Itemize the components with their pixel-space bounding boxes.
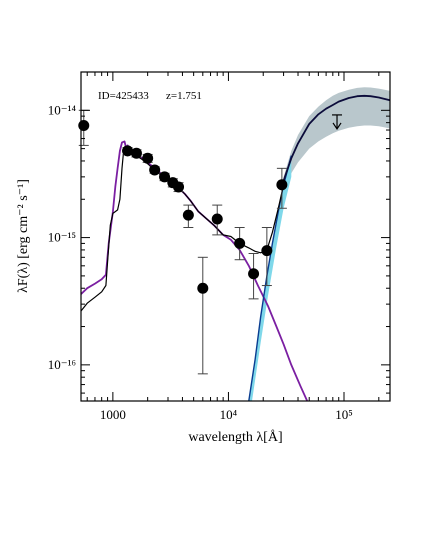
error-bar bbox=[197, 256, 208, 375]
fir-model-line bbox=[282, 94, 391, 181]
axis-ticks bbox=[81, 71, 390, 401]
object-id-label: ID=425433 bbox=[98, 90, 149, 102]
upper-limit-arrow bbox=[332, 114, 343, 131]
data-point bbox=[130, 147, 142, 159]
y-tick-label: 10⁻¹⁶ bbox=[48, 357, 76, 372]
data-point bbox=[173, 181, 185, 193]
upper-limits bbox=[332, 114, 343, 131]
data-point bbox=[142, 152, 154, 164]
data-point bbox=[234, 237, 246, 249]
x-axis-label: wavelength λ[Å] bbox=[188, 429, 282, 445]
y-tick-label: 10⁻¹⁴ bbox=[48, 102, 77, 117]
tick-labels: 1000 10⁴ 10⁵ 10⁻¹⁶ 10⁻¹⁵ 10⁻¹⁴ bbox=[48, 102, 353, 422]
stellar-model-line bbox=[80, 140, 309, 402]
y-axis-label: λF(λ) [erg cm⁻² s⁻¹] bbox=[16, 179, 31, 293]
torus-uncertainty-band bbox=[248, 155, 292, 401]
data-point bbox=[149, 164, 161, 176]
upper-limit-head bbox=[332, 122, 342, 131]
fir-uncertainty-band bbox=[283, 87, 390, 187]
data-point bbox=[159, 171, 171, 183]
model-curves bbox=[80, 94, 391, 402]
redshift-label: z=1.751 bbox=[166, 90, 202, 102]
data-point bbox=[78, 119, 90, 131]
data-point bbox=[197, 282, 209, 294]
data-point bbox=[122, 145, 134, 157]
data-point bbox=[211, 213, 223, 225]
data-points bbox=[78, 119, 288, 294]
plot-frame bbox=[80, 71, 391, 402]
data-point bbox=[182, 209, 194, 221]
x-tick-label: 10⁵ bbox=[335, 407, 353, 422]
error-bar bbox=[261, 227, 272, 287]
y-tick-label: 10⁻¹⁵ bbox=[48, 230, 76, 245]
data-point bbox=[261, 245, 273, 257]
x-tick-label: 10⁴ bbox=[220, 407, 238, 422]
error-bars bbox=[78, 109, 287, 375]
data-point bbox=[276, 179, 288, 191]
data-point bbox=[248, 268, 260, 280]
x-tick-label: 1000 bbox=[100, 407, 126, 422]
model-uncertainty-bands bbox=[248, 87, 390, 401]
